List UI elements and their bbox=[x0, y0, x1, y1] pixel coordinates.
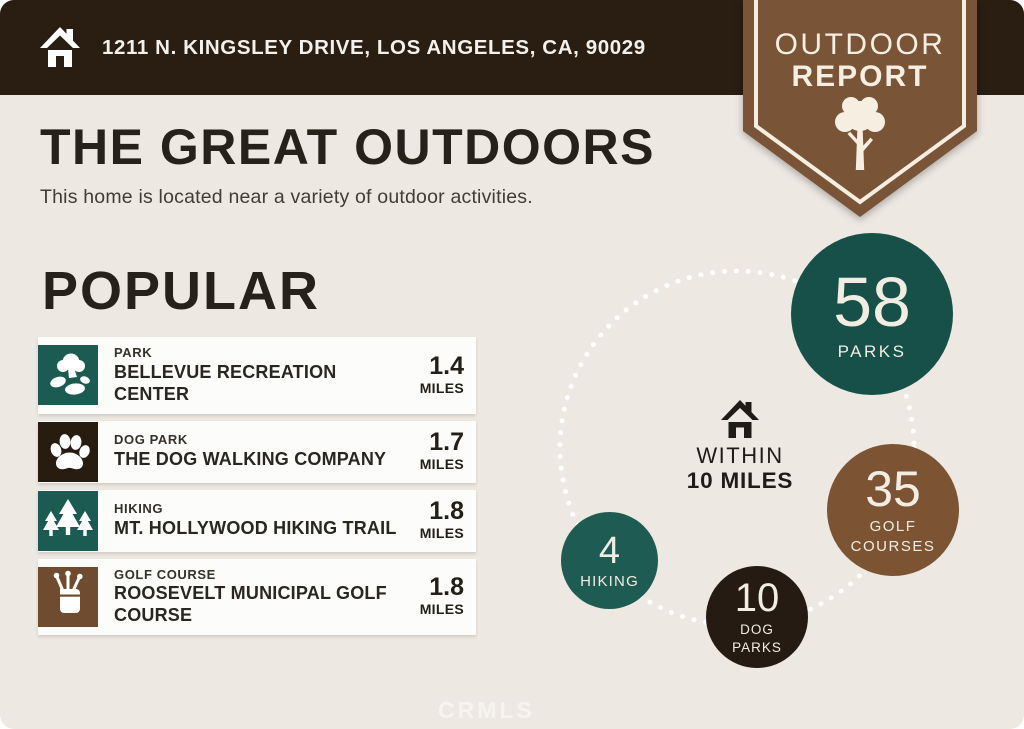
bubble-label: DOG PARKS bbox=[732, 621, 782, 656]
list-item-hiking: HIKING MT. HOLLYWOOD HIKING TRAIL 1.8 MI… bbox=[38, 489, 476, 552]
item-name-line: CENTER bbox=[114, 383, 190, 404]
within-text: WITHIN bbox=[696, 443, 784, 468]
item-distance: 1.4 MILES bbox=[404, 351, 476, 397]
item-category: GOLF COURSE bbox=[114, 566, 216, 582]
item-name-line: ROOSEVELT MUNICIPAL GOLF bbox=[114, 583, 387, 604]
bubble-label-line: GOLF bbox=[869, 518, 917, 535]
popular-list: PARK BELLEVUE RECREATION CENTER 1.4 MILE… bbox=[38, 337, 476, 642]
miles-text: 10 MILES bbox=[686, 468, 794, 494]
item-text: HIKING MT. HOLLYWOOD HIKING TRAIL bbox=[98, 493, 404, 548]
home-icon bbox=[40, 27, 80, 67]
badge-line1: OUTDOOR bbox=[774, 28, 946, 61]
item-distance: 1.7 MILES bbox=[404, 430, 476, 473]
item-category: PARK bbox=[114, 345, 153, 360]
item-distance: 1.8 MILES bbox=[404, 499, 476, 542]
golf-bag-icon bbox=[38, 566, 98, 627]
park-tree-icon bbox=[38, 345, 98, 406]
item-text: GOLF COURSE ROOSEVELT MUNICIPAL GOLF COU… bbox=[98, 559, 404, 636]
bubble-label: HIKING bbox=[580, 573, 639, 590]
crmls-watermark: CRMLS bbox=[438, 697, 535, 723]
distance-unit: MILES bbox=[419, 456, 464, 473]
home-icon-center bbox=[721, 400, 759, 438]
pine-trees-icon bbox=[38, 490, 98, 551]
item-name-line: BELLEVUE RECREATION bbox=[114, 361, 337, 382]
item-category: DOG PARK bbox=[114, 432, 188, 448]
distance-value: 1.8 bbox=[429, 497, 464, 526]
distance-unit: MILES bbox=[419, 601, 464, 618]
radius-center-label: WITHIN 10 MILES bbox=[645, 399, 835, 494]
item-name: ROOSEVELT MUNICIPAL GOLF COURSE bbox=[114, 583, 404, 627]
bubble-label-line: PARKS bbox=[837, 341, 907, 361]
bubble-label-line: COURSES bbox=[850, 537, 936, 555]
item-name-line: THE DOG WALKING COMPANY bbox=[114, 448, 387, 469]
item-text: PARK BELLEVUE RECREATION CENTER bbox=[98, 337, 404, 414]
distance-value: 1.8 bbox=[429, 573, 464, 602]
distance-unit: MILES bbox=[419, 525, 464, 542]
bubble-label-line: HIKING bbox=[580, 572, 639, 590]
item-name: BELLEVUE RECREATION CENTER bbox=[114, 362, 404, 406]
bubble-golf-courses: 35 GOLF COURSES bbox=[827, 444, 959, 576]
distance-unit: MILES bbox=[419, 379, 464, 396]
item-name: MT. HOLLYWOOD HIKING TRAIL bbox=[114, 518, 404, 540]
item-name: THE DOG WALKING COMPANY bbox=[114, 449, 404, 471]
bubble-label: GOLF COURSES bbox=[851, 517, 936, 556]
bubble-parks: 58 PARKS bbox=[791, 233, 953, 395]
bubble-value: 4 bbox=[598, 529, 621, 572]
paw-icon bbox=[38, 421, 98, 482]
pennant-shape bbox=[743, 0, 977, 217]
list-item-dog-park: DOG PARK THE DOG WALKING COMPANY 1.7 MIL… bbox=[38, 420, 476, 483]
item-name-line: COURSE bbox=[114, 605, 193, 626]
bubble-hiking: 4 HIKING bbox=[561, 512, 658, 609]
distance-value: 1.4 bbox=[429, 351, 464, 380]
bubble-label: PARKS bbox=[838, 342, 907, 362]
bubble-dog-parks: 10 DOG PARKS bbox=[706, 566, 808, 668]
property-address: 1211 N. KINGSLEY DRIVE, LOS ANGELES, CA,… bbox=[102, 35, 646, 59]
bubble-label-line: DOG bbox=[740, 621, 774, 637]
list-item-park: PARK BELLEVUE RECREATION CENTER 1.4 MILE… bbox=[38, 337, 476, 414]
outdoor-report-badge: OUTDOOR REPORT bbox=[743, 0, 977, 217]
popular-heading: POPULAR bbox=[42, 261, 321, 321]
distance-value: 1.7 bbox=[429, 428, 464, 457]
bubble-value: 35 bbox=[865, 461, 921, 517]
list-item-golf: GOLF COURSE ROOSEVELT MUNICIPAL GOLF COU… bbox=[38, 558, 476, 636]
bubble-value: 10 bbox=[734, 575, 780, 620]
badge-line2: REPORT bbox=[791, 60, 929, 93]
item-name-line: MT. HOLLYWOOD HIKING TRAIL bbox=[114, 517, 397, 538]
page-title: THE GREAT OUTDOORS bbox=[40, 119, 655, 175]
item-category: HIKING bbox=[114, 501, 164, 517]
tree-icon bbox=[835, 97, 885, 170]
item-text: DOG PARK THE DOG WALKING COMPANY bbox=[98, 424, 404, 479]
bubble-label-line: PARKS bbox=[732, 639, 782, 655]
item-distance: 1.8 MILES bbox=[404, 575, 476, 618]
page-subtitle: This home is located near a variety of o… bbox=[40, 186, 533, 208]
bubble-value: 58 bbox=[833, 262, 911, 341]
